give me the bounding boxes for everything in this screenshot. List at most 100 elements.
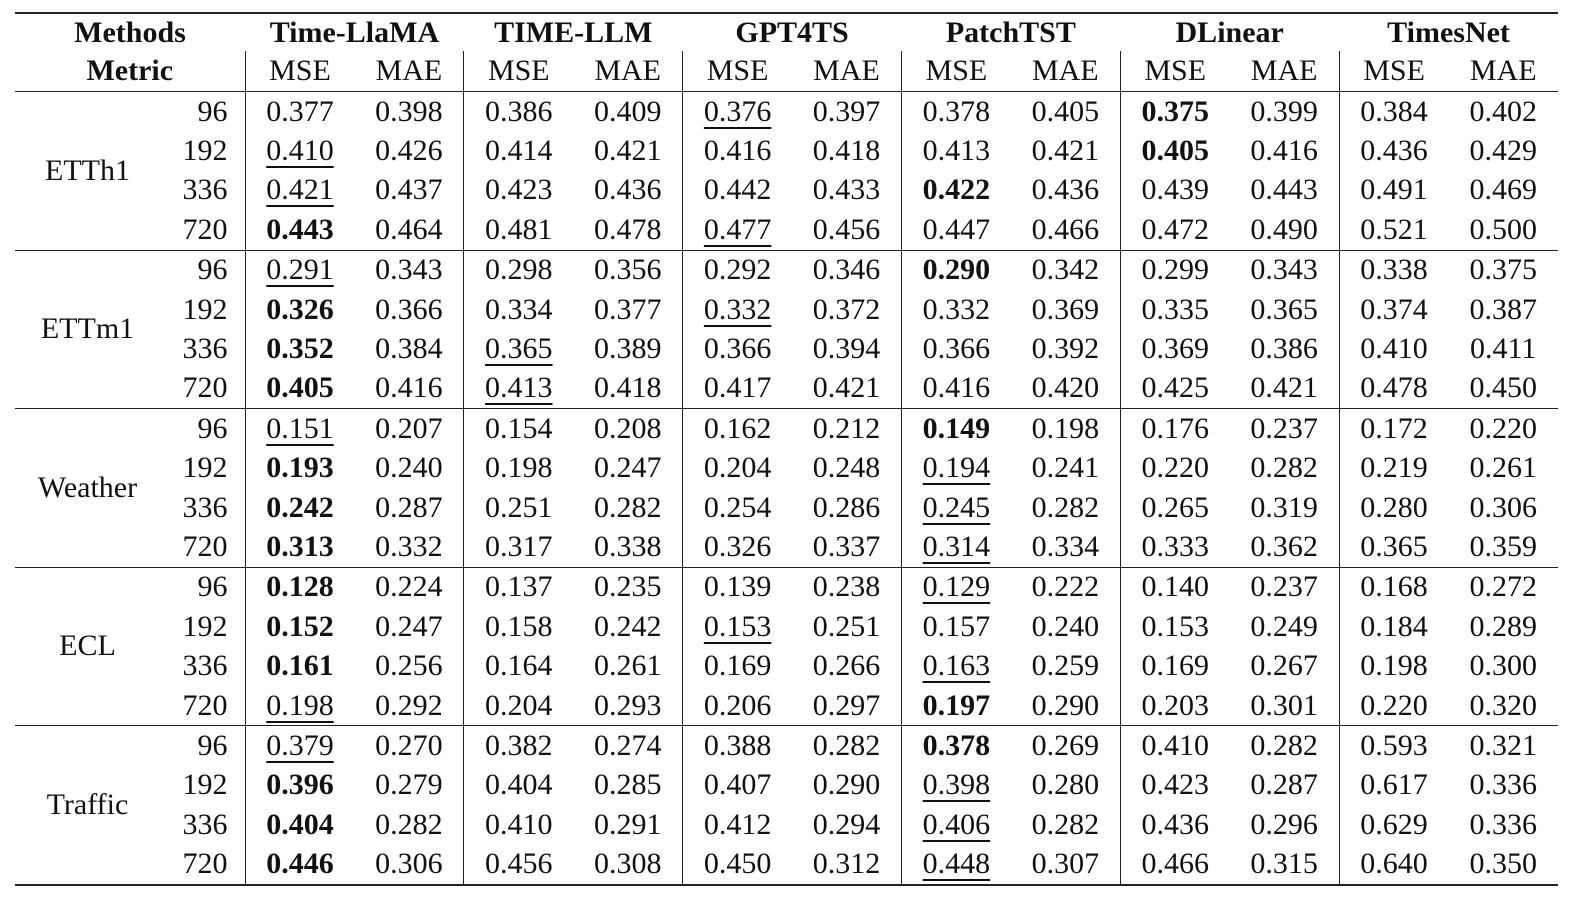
value-cell-text: 0.412 xyxy=(703,807,772,841)
value-cell-text: 0.129 xyxy=(922,570,991,604)
value-cell-text: 0.384 xyxy=(375,332,443,366)
value-cell: 0.129 xyxy=(900,567,1011,608)
value-cell-text: 0.386 xyxy=(1250,332,1318,366)
value-cell: 0.168 xyxy=(1338,567,1449,608)
value-cell: 0.356 xyxy=(573,250,682,290)
value-cell: 0.421 xyxy=(573,131,682,170)
value-cell-text: 0.375 xyxy=(1469,253,1538,287)
value-cell: 0.384 xyxy=(354,329,463,368)
value-cell-text: 0.629 xyxy=(1360,807,1428,841)
value-cell-text: 0.450 xyxy=(1469,371,1538,405)
value-cell: 0.352 xyxy=(244,329,355,369)
value-cell-text: 0.396 xyxy=(266,768,334,802)
value-cell: 0.404 xyxy=(244,805,355,845)
value-cell: 0.158 xyxy=(463,607,574,647)
value-cell-text: 0.247 xyxy=(593,451,662,485)
value-cell: 0.282 xyxy=(573,488,682,527)
value-cell-text: 0.299 xyxy=(1141,253,1209,287)
value-cell: 0.376 xyxy=(682,91,793,132)
method-name: DLinear xyxy=(1120,13,1339,51)
value-cell-text: 0.140 xyxy=(1141,570,1209,604)
metric-name: MAE xyxy=(1449,51,1559,92)
value-cell-text: 0.422 xyxy=(922,173,991,207)
value-cell: 0.500 xyxy=(1449,210,1559,250)
value-cell-text: 0.306 xyxy=(375,847,443,881)
value-cell-text: 0.282 xyxy=(1250,451,1318,485)
value-cell: 0.251 xyxy=(792,607,901,646)
value-cell: 0.413 xyxy=(900,131,1011,171)
value-cell-text: 0.254 xyxy=(703,490,772,524)
metric-name: MAE xyxy=(354,51,463,92)
value-cell-text: 0.326 xyxy=(266,292,334,326)
value-cell-text: 0.162 xyxy=(703,411,772,445)
data-row: ETTh1 96 0.377 0.398 0.386 0.409 0.376 0.397 0.3… xyxy=(15,91,1558,187)
value-cell: 0.193 xyxy=(244,448,355,488)
value-cell-text: 0.240 xyxy=(1031,609,1100,643)
value-cell: 0.154 xyxy=(463,408,574,449)
value-cell-text: 0.369 xyxy=(1031,292,1100,326)
data-row: 336 0.161 0.256 0.164 0.261 0.169 0.266 0.163 0.… xyxy=(15,646,1559,686)
value-cell-text: 0.291 xyxy=(593,807,662,841)
metric-name: MSE xyxy=(1119,51,1230,92)
value-cell-text: 0.389 xyxy=(593,332,662,366)
value-cell: 0.397 xyxy=(792,92,901,132)
value-cell: 0.300 xyxy=(1449,646,1559,685)
value-cell-text: 0.282 xyxy=(1250,728,1318,762)
dataset-name: ETTm1 xyxy=(15,250,160,409)
value-cell-text: 0.446 xyxy=(266,847,334,881)
value-cell: 0.194 xyxy=(900,448,1011,488)
value-cell: 0.365 xyxy=(1230,290,1339,329)
value-cell-text: 0.332 xyxy=(703,292,772,326)
value-cell: 0.375 xyxy=(1119,91,1230,132)
value-cell-text: 0.410 xyxy=(266,134,334,168)
value-cell-text: 0.240 xyxy=(375,451,443,485)
method-name-text: PatchTST xyxy=(945,15,1076,49)
value-cell: 0.436 xyxy=(1011,171,1120,210)
value-cell: 0.442 xyxy=(682,170,793,211)
dataset-name-text: Traffic xyxy=(46,788,129,822)
value-cell: 0.332 xyxy=(682,289,793,330)
value-cell: 0.405 xyxy=(1011,92,1120,132)
value-cell-text: 0.404 xyxy=(485,768,553,802)
value-cell-text: 0.640 xyxy=(1360,847,1428,881)
value-cell: 0.478 xyxy=(573,210,682,250)
value-cell-text: 0.366 xyxy=(375,292,443,326)
metric-name: MAE xyxy=(792,51,901,92)
horizon-text: 192 xyxy=(182,292,228,326)
value-cell: 0.439 xyxy=(1119,170,1230,211)
value-cell-text: 0.376 xyxy=(703,94,772,128)
value-cell-text: 0.208 xyxy=(593,411,662,445)
value-cell: 0.298 xyxy=(463,250,574,290)
value-cell: 0.326 xyxy=(244,289,355,330)
value-cell-text: 0.407 xyxy=(703,768,772,802)
value-cell-text: 0.337 xyxy=(812,529,881,563)
value-cell-text: 0.410 xyxy=(1141,728,1209,762)
value-cell: 0.297 xyxy=(792,686,901,726)
value-cell-text: 0.287 xyxy=(375,490,443,524)
value-cell: 0.161 xyxy=(244,646,355,686)
value-cell: 0.447 xyxy=(900,210,1011,251)
value-cell: 0.343 xyxy=(1230,250,1339,290)
value-cell: 0.469 xyxy=(1449,171,1559,210)
value-cell-text: 0.332 xyxy=(922,292,991,326)
value-cell: 0.456 xyxy=(463,844,574,885)
value-cell-text: 0.184 xyxy=(1360,609,1428,643)
value-cell-text: 0.374 xyxy=(1360,292,1428,326)
value-cell-text: 0.267 xyxy=(1250,649,1318,683)
value-cell: 0.240 xyxy=(354,449,463,488)
value-cell: 0.388 xyxy=(682,725,793,766)
value-cell-text: 0.152 xyxy=(266,609,334,643)
value-cell-text: 0.294 xyxy=(812,807,881,841)
value-cell-text: 0.176 xyxy=(1141,411,1209,445)
value-cell-text: 0.290 xyxy=(812,768,881,802)
value-cell-text: 0.442 xyxy=(703,173,772,207)
value-cell: 0.290 xyxy=(1011,686,1120,726)
value-cell: 0.320 xyxy=(1449,686,1559,726)
value-cell-text: 0.429 xyxy=(1469,134,1538,168)
value-cell: 0.398 xyxy=(900,765,1011,806)
value-cell: 0.423 xyxy=(1119,765,1230,806)
value-cell: 0.421 xyxy=(1230,369,1339,409)
value-cell-text: 0.416 xyxy=(922,371,991,405)
value-cell: 0.617 xyxy=(1338,765,1449,806)
